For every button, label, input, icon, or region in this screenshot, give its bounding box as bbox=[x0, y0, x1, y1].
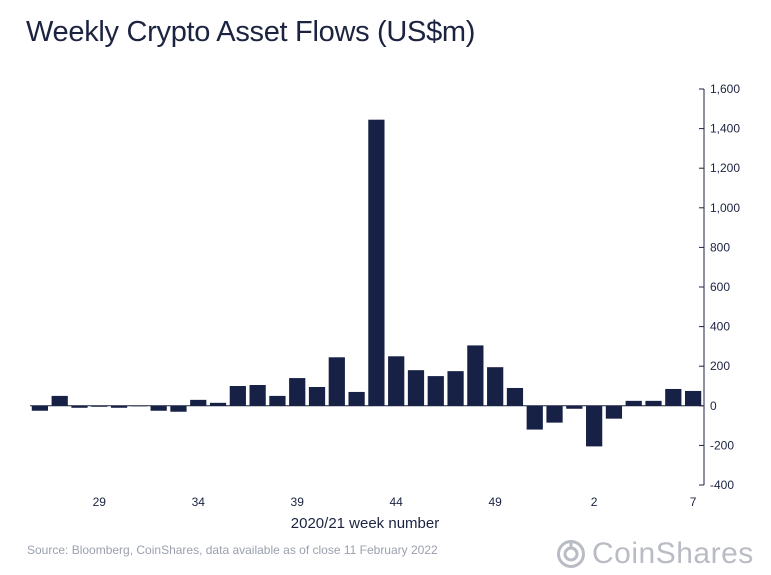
coinshares-logo-icon bbox=[557, 540, 585, 568]
y-tick-label: 600 bbox=[710, 280, 730, 294]
y-tick-label: 200 bbox=[710, 359, 730, 373]
x-tick-label: 7 bbox=[690, 495, 697, 509]
bar-week-38 bbox=[269, 395, 286, 406]
bar-week-50 bbox=[506, 387, 524, 406]
bar-week-46 bbox=[427, 376, 444, 406]
y-tick-label: 800 bbox=[710, 240, 730, 254]
logo-text: CoinShares bbox=[592, 537, 754, 570]
y-tick-label: 1,200 bbox=[710, 161, 740, 175]
source-note: Source: Bloomberg, CoinShares, data avai… bbox=[27, 543, 438, 557]
bar-week-36 bbox=[229, 386, 246, 406]
bar-week-32 bbox=[150, 405, 167, 411]
x-tick-label: 49 bbox=[488, 495, 502, 509]
bar-week-30 bbox=[110, 405, 128, 408]
bar-week-42 bbox=[348, 391, 365, 406]
x-tick-label: 34 bbox=[192, 495, 206, 509]
bar-week-48 bbox=[467, 345, 484, 406]
x-axis: 29 34 39 44 49 2 7 bbox=[30, 405, 703, 509]
x-axis-label: 2020/21 week number bbox=[291, 515, 439, 532]
bar-week-26 bbox=[31, 405, 49, 411]
x-tick-label: 29 bbox=[93, 495, 107, 509]
bar-week-49 bbox=[487, 367, 504, 406]
y-tick-label: 400 bbox=[710, 320, 730, 334]
bar-week-35 bbox=[209, 402, 227, 406]
y-tick-label: 0 bbox=[710, 399, 717, 413]
bar-week-3 bbox=[605, 405, 623, 419]
bar-week-2 bbox=[586, 405, 603, 447]
bar-week-37 bbox=[249, 385, 266, 406]
bar-week-45 bbox=[407, 370, 425, 406]
x-tick-label: 2 bbox=[591, 495, 598, 509]
x-tick-label: 39 bbox=[291, 495, 305, 509]
bar-week-34 bbox=[190, 399, 207, 406]
bar-week-27 bbox=[51, 395, 68, 406]
bar-week-4 bbox=[625, 400, 642, 406]
bar-week-44 bbox=[388, 356, 405, 406]
y-tick-label: -400 bbox=[710, 478, 734, 492]
bars-group bbox=[31, 119, 702, 447]
chart-title: Weekly Crypto Asset Flows (US$m) bbox=[26, 16, 476, 48]
coinshares-logo: CoinShares bbox=[556, 536, 754, 572]
x-tick-label: 44 bbox=[390, 495, 404, 509]
bar-week-33 bbox=[170, 405, 187, 412]
y-tick-label: -200 bbox=[710, 438, 734, 452]
bar-week-1 bbox=[566, 405, 583, 409]
bar-week-52 bbox=[546, 405, 563, 423]
bar-week-41 bbox=[328, 357, 345, 406]
y-tick-label: 1,000 bbox=[710, 201, 740, 215]
bar-week-43 bbox=[368, 119, 385, 406]
bar-week-40 bbox=[308, 386, 326, 406]
y-tick-label: 1,600 bbox=[710, 82, 740, 96]
bar-week-51 bbox=[526, 405, 543, 430]
y-tick-label: 1,400 bbox=[710, 122, 740, 136]
bar-week-28 bbox=[71, 405, 88, 408]
bar-week-39 bbox=[289, 378, 306, 406]
bar-week-6 bbox=[665, 388, 682, 406]
bar-week-5 bbox=[645, 400, 662, 406]
bar-week-47 bbox=[447, 371, 464, 406]
y-axis: -400 -200 0 200 400 600 800 1,000 1,200 1,400 1,60… bbox=[699, 82, 740, 492]
bar-week-7 bbox=[684, 390, 702, 406]
